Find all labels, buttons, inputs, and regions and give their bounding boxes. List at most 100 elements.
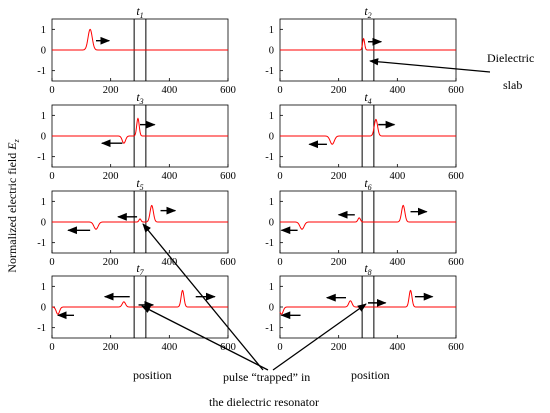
panel-title-sub: 5: [140, 183, 144, 192]
x-tick-label: 400: [161, 257, 177, 268]
x-tick-label: 0: [277, 342, 282, 353]
pulse-pointer-arrow-3: [272, 303, 367, 371]
y-tick-label: 0: [269, 46, 274, 57]
field-curve: [280, 37, 456, 51]
x-tick-label: 200: [103, 342, 119, 353]
x-tick-label: 200: [331, 85, 347, 96]
panel-title: t2: [364, 4, 371, 20]
y-tick-label: 1: [41, 282, 46, 293]
x-tick-label: 600: [448, 342, 464, 353]
panel-title-var: t: [136, 90, 140, 104]
field-curve: [52, 117, 228, 144]
panel-title: t3: [136, 90, 143, 106]
y-tick-label: 0: [41, 303, 46, 314]
annotation-pulse-line1: pulse “trapped” in: [223, 370, 310, 384]
annotation-position-right: position: [351, 368, 390, 382]
y-tick-label: -1: [37, 323, 46, 334]
x-tick-label: 200: [103, 257, 119, 268]
panel-title-sub: 7: [140, 268, 145, 277]
x-tick-label: 0: [277, 257, 282, 268]
x-tick-label: 600: [220, 257, 236, 268]
x-tick-label: 0: [277, 85, 282, 96]
x-tick-label: 400: [389, 257, 405, 268]
field-curve: [279, 289, 456, 315]
x-tick-label: 0: [49, 342, 54, 353]
field-curve: [51, 289, 228, 315]
y-tick-label: 1: [269, 111, 274, 122]
panel-title: t4: [364, 90, 371, 106]
panel-title-sub: 2: [368, 11, 372, 20]
panel-title: t5: [136, 176, 143, 192]
panel-title: t8: [364, 261, 371, 277]
x-tick-label: 400: [161, 342, 177, 353]
panel-title-var: t: [364, 176, 368, 190]
x-tick-label: 400: [161, 85, 177, 96]
y-axis-label-sub: z: [12, 138, 21, 143]
y-tick-label: -1: [37, 152, 46, 163]
panel-title-var: t: [136, 176, 140, 190]
x-tick-label: 0: [49, 85, 54, 96]
panel-title: t1: [136, 4, 143, 20]
y-tick-label: 0: [41, 218, 46, 229]
field-curve: [52, 204, 228, 230]
y-tick-label: -1: [265, 323, 274, 334]
y-axis-label: Normalized electric field Ez: [5, 138, 21, 272]
x-tick-label: 400: [389, 85, 405, 96]
x-tick-label: 200: [103, 85, 119, 96]
panel-title-sub: 6: [368, 183, 372, 192]
x-tick-label: 600: [220, 85, 236, 96]
field-curve: [280, 204, 456, 230]
annotation-dielectric: Dielectric: [487, 51, 534, 65]
y-tick-label: -1: [265, 66, 274, 77]
y-tick-label: -1: [265, 238, 274, 249]
x-tick-label: 200: [331, 342, 347, 353]
annotation-position-left: position: [133, 368, 172, 382]
y-tick-label: 0: [269, 132, 274, 143]
panel-title-var: t: [136, 261, 140, 275]
field-curve: [52, 28, 228, 51]
x-tick-label: 200: [331, 257, 347, 268]
x-tick-label: 0: [49, 257, 54, 268]
y-tick-label: 0: [41, 46, 46, 57]
y-tick-label: 0: [269, 218, 274, 229]
pulse-pointer-arrow-1: [142, 223, 264, 371]
y-tick-label: 1: [269, 25, 274, 36]
panel-title-var: t: [364, 261, 368, 275]
y-tick-label: 0: [41, 132, 46, 143]
y-axis-label-var: E: [5, 142, 19, 151]
x-tick-label: 0: [277, 171, 282, 182]
panel-title-sub: 4: [368, 97, 372, 106]
x-tick-label: 600: [448, 257, 464, 268]
y-tick-label: 1: [269, 197, 274, 208]
x-tick-label: 400: [389, 171, 405, 182]
y-tick-label: -1: [37, 66, 46, 77]
y-tick-label: -1: [37, 238, 46, 249]
field-curve: [280, 118, 456, 145]
x-tick-label: 400: [389, 342, 405, 353]
x-tick-label: 600: [220, 171, 236, 182]
panel-title-sub: 8: [368, 268, 372, 277]
y-axis-label-text: Normalized electric field: [5, 153, 19, 273]
y-tick-label: 1: [41, 25, 46, 36]
y-tick-label: 1: [41, 197, 46, 208]
pulse-pointer-arrow-2: [141, 305, 269, 371]
panel-title-sub: 3: [139, 97, 144, 106]
x-tick-label: 200: [331, 171, 347, 182]
y-tick-label: -1: [265, 152, 274, 163]
x-tick-label: 600: [448, 171, 464, 182]
x-tick-label: 0: [49, 171, 54, 182]
annotation-pulse-line2: the dielectric resonator: [209, 395, 319, 409]
panel-title-var: t: [364, 90, 368, 104]
slab-pointer-arrow: [369, 58, 491, 73]
panel-title-sub: 1: [140, 11, 144, 20]
y-tick-label: 0: [269, 303, 274, 314]
